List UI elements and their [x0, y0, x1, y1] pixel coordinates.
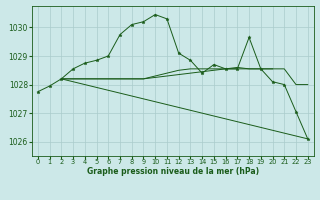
X-axis label: Graphe pression niveau de la mer (hPa): Graphe pression niveau de la mer (hPa)	[87, 167, 259, 176]
